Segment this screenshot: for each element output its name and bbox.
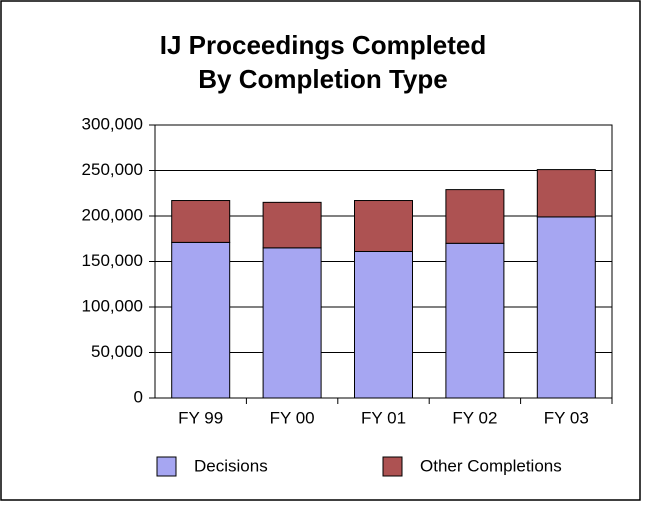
legend-swatch — [156, 456, 177, 477]
y-tick-label: 0 — [134, 387, 143, 406]
bar-segment — [262, 247, 322, 399]
bar-segment — [354, 250, 413, 399]
bar-segment — [262, 201, 322, 249]
y-tick-label: 50,000 — [91, 342, 143, 361]
x-tick-label: FY 99 — [178, 408, 223, 427]
x-tick-label: FY 00 — [270, 408, 315, 427]
legend-label: Decisions — [194, 456, 268, 475]
x-tick-label: FY 02 — [452, 408, 497, 427]
x-tick-label: FY 01 — [361, 408, 406, 427]
y-tick-label: 250,000 — [82, 160, 143, 179]
chart-title: By Completion Type — [198, 64, 447, 94]
x-tick-label: FY 03 — [544, 408, 589, 427]
legend-swatch — [382, 456, 403, 477]
bar-segment — [445, 189, 505, 244]
bar-segment — [171, 200, 231, 243]
bar-segment — [445, 242, 505, 399]
bar-segment — [171, 241, 231, 399]
y-tick-label: 200,000 — [82, 205, 143, 224]
y-tick-label: 100,000 — [82, 296, 143, 315]
bar-segment — [354, 200, 413, 252]
bar-segment — [536, 169, 596, 218]
y-tick-label: 300,000 — [82, 114, 143, 133]
bar-segment — [536, 216, 596, 399]
chart-title: IJ Proceedings Completed — [160, 30, 487, 60]
legend-label: Other Completions — [420, 456, 562, 475]
y-tick-label: 150,000 — [82, 251, 143, 270]
